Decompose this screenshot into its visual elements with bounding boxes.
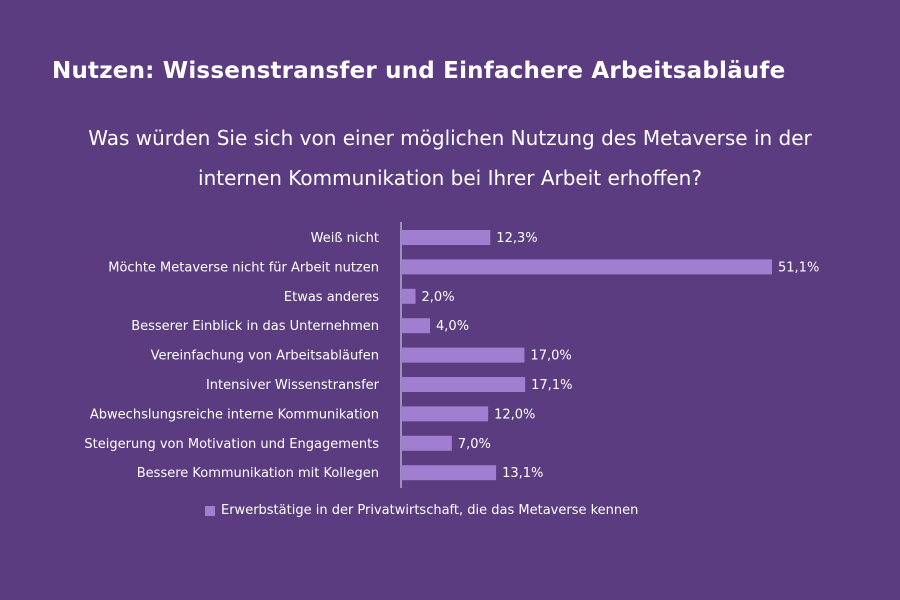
category-label: Steigerung von Motivation und Engagement… <box>84 437 379 452</box>
data-label: 12,0% <box>494 407 535 422</box>
legend: Erwerbstätige in der Privatwirtschaft, d… <box>205 503 638 518</box>
data-label: 4,0% <box>436 319 469 334</box>
data-label: 12,3% <box>496 231 537 246</box>
category-label: Besserer Einblick in das Unternehmen <box>131 319 379 334</box>
subtitle-line-1: Was würden Sie sich von einer möglichen … <box>88 126 812 150</box>
bar <box>401 288 416 304</box>
data-label: 13,1% <box>502 466 543 481</box>
data-label: 51,1% <box>778 260 819 275</box>
chart-title: Nutzen: Wissenstransfer und Einfachere A… <box>52 58 786 84</box>
bar <box>401 406 489 422</box>
bar <box>401 435 452 451</box>
category-label: Weiß nicht <box>311 231 379 246</box>
category-label: Vereinfachung von Arbeitsabläufen <box>151 349 379 364</box>
category-label: Möchte Metaverse nicht für Arbeit nutzen <box>108 260 379 275</box>
chart-subtitle: Was würden Sie sich von einer möglichen … <box>0 118 900 198</box>
data-label: 7,0% <box>458 437 491 452</box>
category-label: Intensiver Wissenstransfer <box>206 378 380 393</box>
bar <box>401 318 431 334</box>
data-label: 17,1% <box>531 378 572 393</box>
legend-label: Erwerbstätige in der Privatwirtschaft, d… <box>221 503 639 518</box>
subtitle-line-2: internen Kommunikation bei Ihrer Arbeit … <box>198 166 702 190</box>
bar <box>401 377 526 392</box>
bar <box>401 230 491 245</box>
category-label: Bessere Kommunikation mit Kollegen <box>137 466 379 481</box>
bar <box>401 347 525 363</box>
bar <box>401 465 497 481</box>
data-label: 17,0% <box>530 349 571 364</box>
legend-swatch <box>205 505 215 516</box>
category-label: Abwechslungsreiche interne Kommunikation <box>90 407 379 422</box>
category-label: Etwas anderes <box>284 290 379 305</box>
bar <box>401 259 772 275</box>
data-label: 2,0% <box>422 290 455 305</box>
